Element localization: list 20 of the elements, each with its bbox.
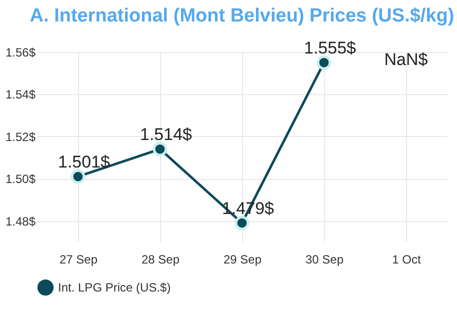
data-label: 1.555$: [304, 38, 357, 58]
y-tick-label: 1.52$: [5, 130, 36, 144]
x-tick-label: 28 Sep: [141, 252, 180, 266]
data-label: 1.514$: [140, 125, 193, 144]
legend-label: Int. LPG Price (US.$): [58, 280, 171, 294]
y-tick-label: 1.50$: [5, 172, 36, 186]
point: [70, 169, 86, 184]
y-tick-label: 1.56$: [5, 46, 36, 60]
x-tick-label: 1 Oct: [392, 252, 422, 266]
point: [152, 142, 168, 156]
x-tick-label: 29 Sep: [223, 252, 262, 266]
y-tick-label: 1.48$: [5, 214, 36, 228]
point: [234, 216, 250, 230]
point: [316, 55, 332, 70]
data-label: 1.501$: [58, 152, 111, 172]
x-tick-label: 27 Sep: [59, 252, 98, 266]
y-tick-label: 1.54$: [5, 88, 36, 102]
chart-title: A. International (Mont Belvieu) Prices (US.$/kg): [30, 6, 454, 27]
text: NaN$: [384, 50, 428, 69]
x-tick-label: 30 Sep: [305, 252, 344, 266]
